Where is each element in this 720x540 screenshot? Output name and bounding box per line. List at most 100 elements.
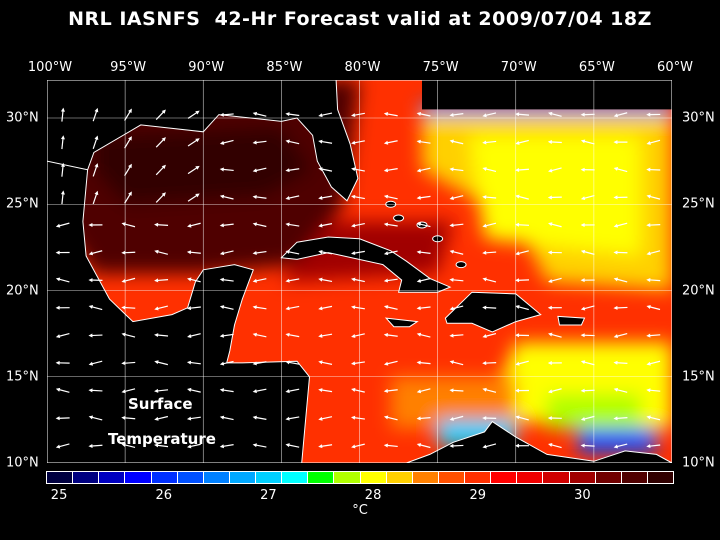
wind-arrow-shaft — [221, 250, 234, 255]
wind-arrow — [580, 222, 595, 227]
wind-arrow-head — [219, 415, 225, 420]
wind-arrow-head — [383, 251, 389, 256]
wind-arrow — [449, 333, 464, 338]
wind-arrow-head — [128, 191, 132, 196]
wind-arrow-head — [646, 415, 651, 420]
lon-label: 100°W — [27, 60, 73, 75]
wind-arrow-head — [60, 162, 65, 167]
wind-arrow-head — [416, 360, 421, 365]
wind-arrow — [351, 387, 365, 393]
wind-arrow-shaft — [320, 195, 333, 199]
wind-arrow-head — [94, 135, 99, 140]
wind-arrow-head — [154, 443, 159, 448]
wind-arrow-head — [128, 163, 132, 169]
wind-arrow-head — [219, 333, 224, 338]
wind-arrow — [449, 223, 464, 228]
wind-arrow-shaft — [123, 417, 136, 420]
colorbar-swatch — [73, 472, 99, 483]
wind-arrow — [55, 360, 70, 365]
wind-arrow — [351, 167, 365, 172]
wind-arrow-head — [383, 194, 389, 199]
wind-arrow — [646, 360, 661, 366]
wind-arrow — [515, 333, 530, 338]
wind-arrow-head — [416, 250, 421, 255]
wind-arrow — [449, 388, 464, 393]
wind-arrow — [252, 415, 267, 420]
wind-arrow-head — [219, 194, 225, 199]
wind-arrow-shaft — [124, 165, 132, 177]
wind-arrow — [219, 277, 234, 282]
wind-arrow — [646, 305, 661, 311]
no-data-region — [422, 80, 672, 110]
wind-arrow-head — [548, 389, 553, 394]
wind-arrow-head — [318, 277, 323, 282]
lat-label-right: 20°N — [682, 283, 715, 298]
colorbar-tick-label: 29 — [469, 488, 487, 503]
wind-arrow — [124, 108, 132, 121]
wind-arrow-head — [482, 223, 487, 228]
lat-label-left: 15°N — [6, 369, 39, 385]
wind-arrow-shaft — [90, 250, 103, 255]
wind-arrow-head — [285, 139, 290, 144]
wind-arrow-head — [55, 360, 60, 365]
wind-arrow-head — [613, 223, 619, 228]
wind-arrow — [515, 194, 529, 200]
wind-arrow — [285, 222, 300, 227]
wind-arrow — [416, 277, 431, 283]
wind-arrow-head — [186, 250, 192, 255]
wind-arrow — [186, 416, 201, 421]
lat-label-left: 20°N — [6, 283, 39, 298]
wind-arrow-shaft — [124, 192, 132, 204]
wind-arrow — [580, 388, 595, 393]
wind-arrow-head — [646, 333, 651, 338]
wind-arrow-head — [55, 416, 60, 421]
wind-arrow — [351, 277, 365, 283]
wind-arrow-head — [646, 444, 651, 449]
wind-arrow — [252, 111, 267, 117]
wind-arrow-head — [646, 112, 651, 117]
wind-arrow-shaft — [123, 361, 136, 364]
colorbar-swatch — [360, 472, 386, 483]
wind-arrow — [547, 250, 562, 255]
colorbar-swatch — [569, 472, 595, 483]
wind-arrow-shaft — [221, 113, 234, 116]
wind-arrow-head — [548, 111, 553, 116]
wind-arrow-head — [195, 138, 200, 143]
wind-arrow-head — [161, 109, 166, 114]
lat-label-left: 30°N — [6, 110, 39, 126]
wind-arrow — [318, 167, 333, 172]
wind-arrow-head — [416, 222, 422, 227]
wind-arrow — [449, 195, 464, 200]
wind-arrow-head — [128, 136, 132, 141]
wind-arrow — [580, 360, 595, 366]
colorbar-swatch — [465, 472, 491, 483]
lon-label: 95°W — [110, 60, 147, 75]
wind-arrow-head — [416, 195, 421, 200]
wind-arrow — [318, 195, 333, 200]
wind-arrow — [155, 109, 166, 121]
wind-arrow-shaft — [582, 444, 595, 447]
wind-arrow-shaft — [156, 250, 168, 255]
wind-arrow — [285, 249, 300, 255]
wind-arrow-head — [383, 140, 389, 145]
land-us — [47, 80, 359, 202]
wind-arrow — [187, 333, 201, 338]
wind-arrow — [55, 443, 70, 449]
colorbar-swatch — [47, 472, 73, 483]
wind-arrow-head — [252, 222, 258, 227]
wind-arrow-head — [383, 278, 389, 283]
wind-arrow — [285, 443, 300, 448]
wind-arrow-head — [55, 223, 61, 228]
wind-arrow-head — [252, 194, 257, 199]
wind-arrow — [187, 193, 200, 202]
wind-arrow-head — [219, 167, 224, 172]
wind-arrow — [547, 195, 562, 200]
wind-arrow-head — [613, 140, 618, 145]
wind-arrow-shaft — [615, 388, 628, 393]
wind-arrow — [547, 360, 562, 365]
wind-arrow — [351, 222, 365, 228]
colorbar-swatch — [99, 472, 125, 483]
wind-arrow — [646, 444, 661, 449]
wind-arrow-shaft — [615, 278, 628, 283]
wind-arrow-shaft — [187, 138, 199, 147]
